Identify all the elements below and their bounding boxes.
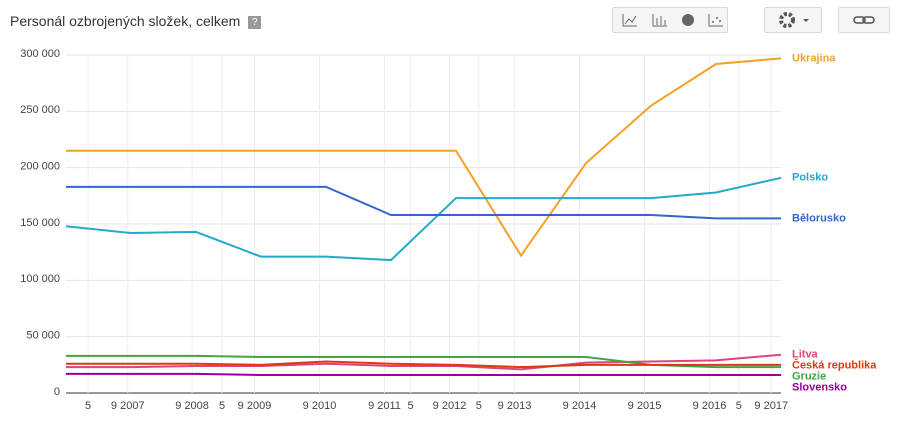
series-line	[66, 360, 781, 369]
x-tick-label: 9 2016	[693, 400, 727, 412]
dot	[712, 21, 714, 23]
link-ring	[862, 16, 875, 24]
bar-icon	[652, 14, 667, 27]
x-tick-label: 9 2009	[238, 400, 272, 412]
map-icon	[682, 14, 694, 26]
gear	[779, 12, 795, 28]
x-tick-label: 5	[219, 400, 225, 412]
chart-title: Personál ozbrojených složek, celkem	[10, 13, 241, 29]
x-tick-label: 9 2017	[754, 400, 788, 412]
line-icon	[622, 14, 637, 27]
series-line	[65, 176, 782, 262]
y-tick-label: 0	[54, 386, 60, 398]
series-line	[66, 354, 781, 369]
x-tick-label: 9 2011	[368, 400, 401, 412]
scatter-icon	[708, 14, 723, 27]
dot	[719, 20, 721, 22]
x-tick-label: 9 2008	[175, 400, 209, 412]
legend-label: Gruzie	[792, 371, 826, 383]
y-tick-label: 300 000	[20, 48, 60, 60]
title-row: Personál ozbrojených složek, celkem ?	[10, 13, 262, 29]
chart-type-icons	[622, 14, 723, 27]
legend-label: Litva	[792, 349, 819, 361]
x-tick-label: 9 2013	[498, 400, 532, 412]
x-tick-label: 5	[476, 400, 482, 412]
y-tick-label: 150 000	[20, 217, 60, 229]
link-button[interactable]	[838, 7, 890, 33]
legend-label: Polsko	[792, 172, 828, 184]
y-tick-label: 50 000	[26, 330, 60, 342]
x-tick-label: 5	[407, 400, 413, 412]
help-icon[interactable]: ?	[248, 15, 262, 29]
series-line	[66, 372, 781, 376]
x-tick-label: 5	[85, 400, 91, 412]
link-ring	[853, 16, 866, 24]
legend-label: Bělorusko	[792, 212, 846, 224]
legend-label: Ukrajina	[792, 52, 836, 64]
x-tick-label: 9 2010	[303, 400, 337, 412]
caret	[803, 19, 809, 22]
series-line	[66, 57, 782, 258]
settings-icon	[779, 12, 809, 28]
y-tick-label: 200 000	[20, 161, 60, 173]
x-tick-label: 5	[736, 400, 742, 412]
y-tick-label: 100 000	[20, 273, 60, 285]
series-line	[66, 353, 782, 371]
y-tick-label: 250 000	[20, 104, 60, 116]
x-tick-label: 9 2012	[433, 400, 467, 412]
link-icon	[853, 16, 875, 24]
x-tick-label: 9 2015	[628, 400, 662, 412]
dot	[716, 17, 718, 19]
x-tick-label: 9 2014	[563, 400, 597, 412]
chart-type-buttons[interactable]	[612, 7, 728, 33]
legend-label: Česká republika	[792, 359, 877, 372]
settings-button[interactable]	[764, 7, 822, 33]
series-line	[66, 185, 781, 220]
x-tick-label: 9 2007	[111, 400, 145, 412]
legend-label: Slovensko	[792, 382, 847, 394]
